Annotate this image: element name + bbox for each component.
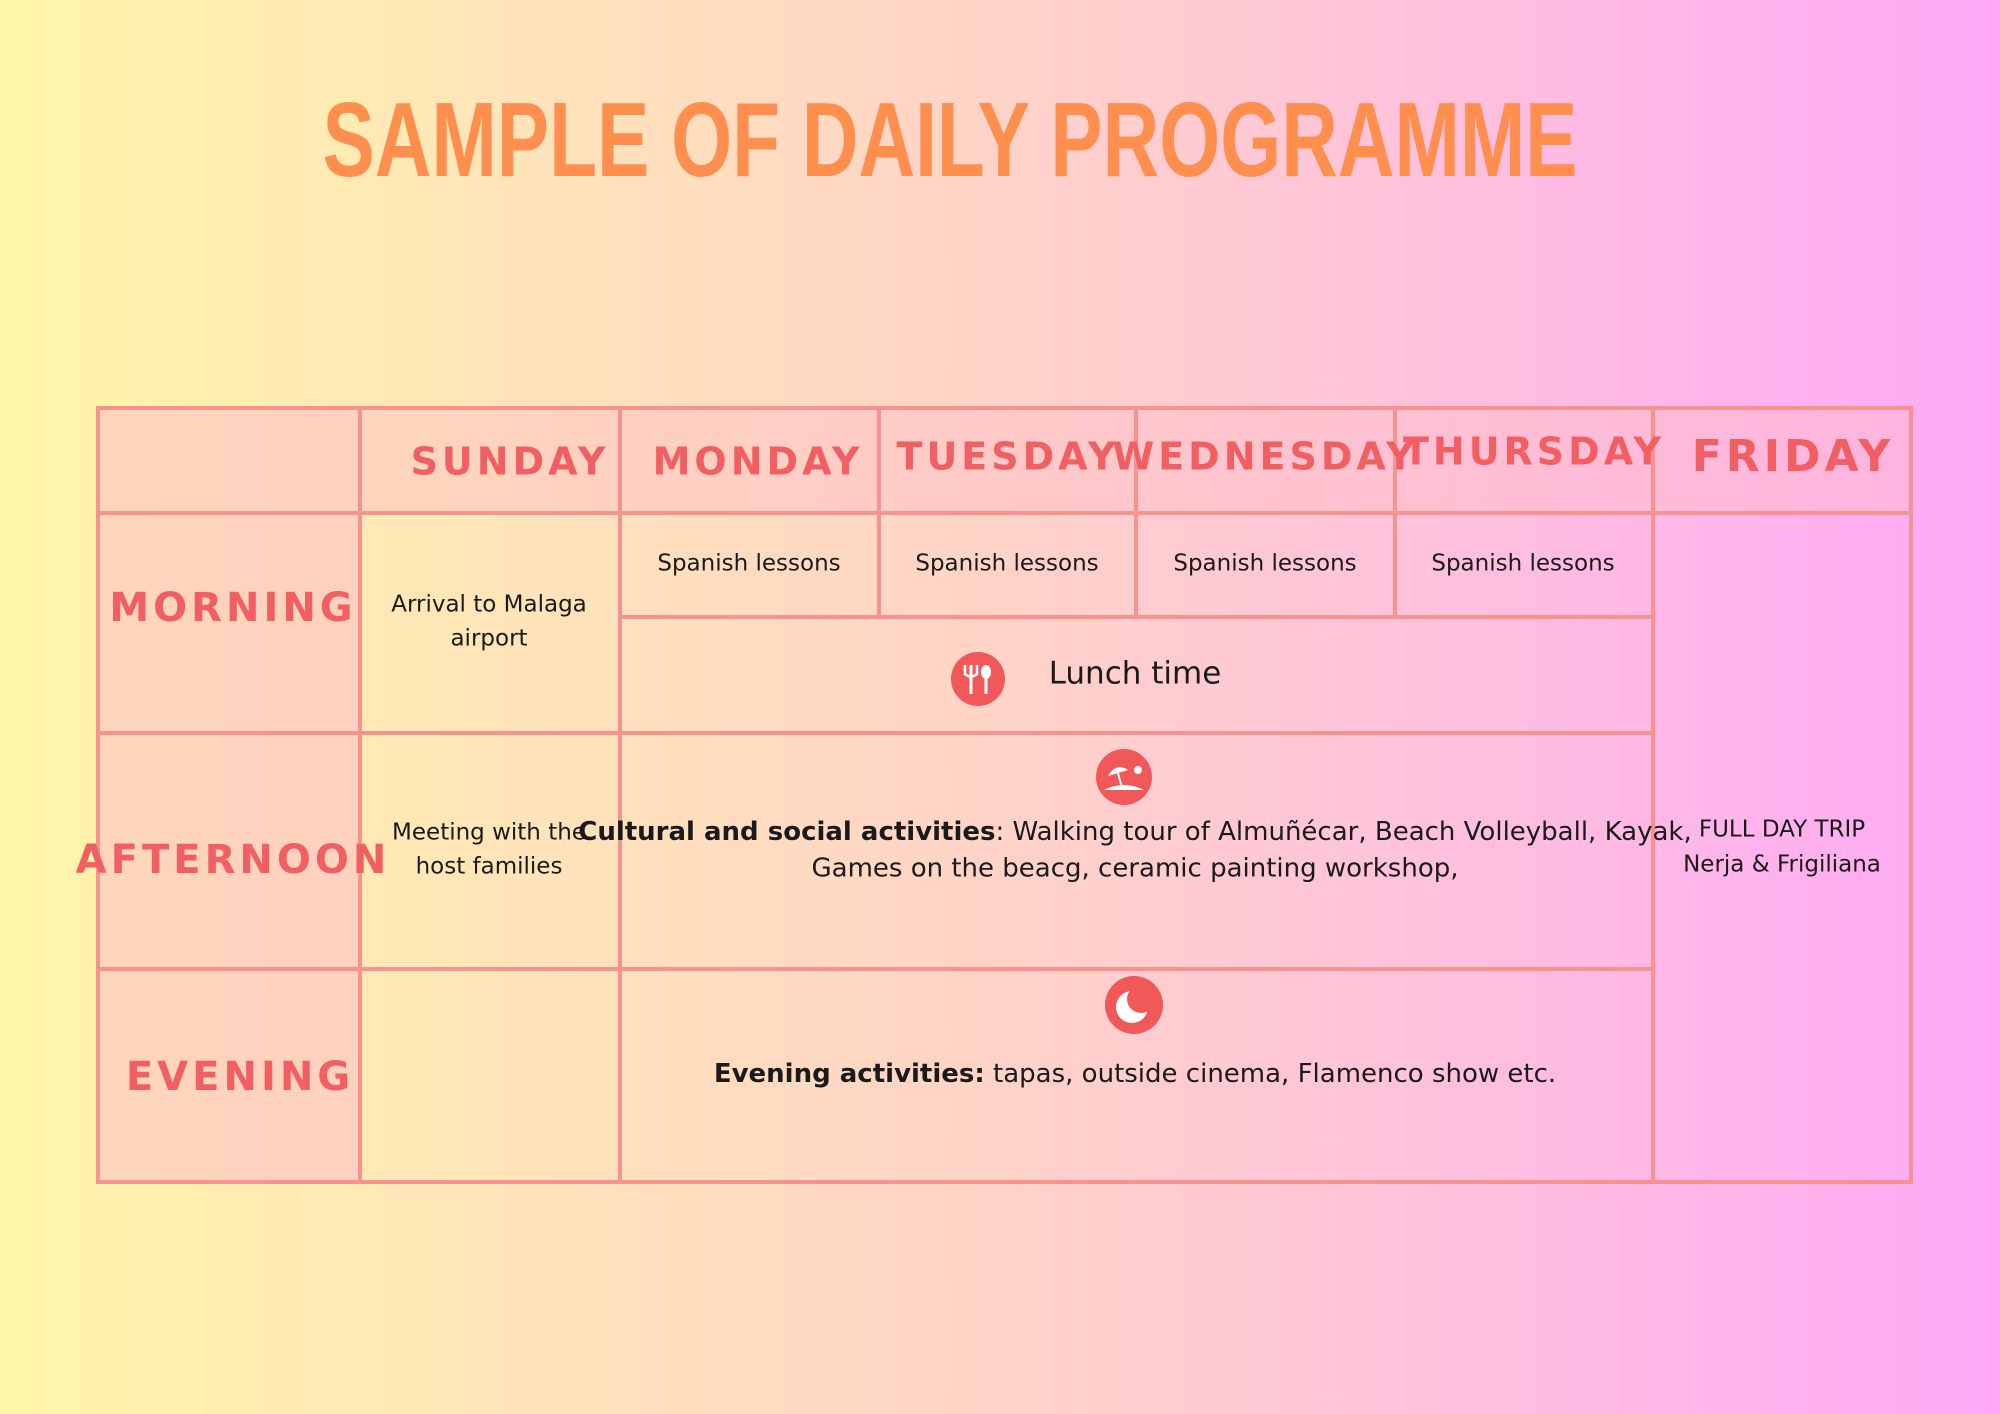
cell-text: Spanish lessons (915, 551, 1098, 577)
label-column (98, 408, 360, 1182)
activity-text: : Walking tour of Almuñécar, Beach Volle… (996, 817, 1692, 847)
lunch-icon (951, 652, 1005, 706)
period-label: AFTERNOON (76, 837, 391, 883)
cell-text: Spanish lessons (657, 551, 840, 577)
cell-text: Nerja & Frigiliana (1683, 852, 1881, 878)
period-label: MORNING (109, 585, 356, 631)
cell-text: Spanish lessons (1173, 551, 1356, 577)
day-header: THURSDAY (1403, 430, 1665, 474)
table-border (96, 406, 1913, 1184)
day-header: MONDAY (653, 440, 864, 484)
cell-text: FULL DAY TRIP (1699, 817, 1865, 843)
moon-icon (1105, 976, 1163, 1034)
table: SUNDAY MONDAY TUESDAY WEDNESDAY THURSDAY… (76, 406, 1913, 1184)
day-header: TUESDAY (897, 435, 1120, 479)
activity-label: Cultural and social activities (578, 817, 995, 847)
day-header: WEDNESDAY (1112, 435, 1417, 479)
cell-text: Arrival to Malaga (391, 592, 587, 618)
cell-text: Evening activities: tapas, outside cinem… (714, 1059, 1556, 1089)
period-label: EVENING (126, 1054, 354, 1100)
cell-text: Spanish lessons (1431, 551, 1614, 577)
cell-text: airport (450, 626, 527, 652)
cell-text: host families (416, 854, 563, 880)
title: SAMPLE OF DAILY PROGRAMME (323, 81, 1578, 199)
beach-icon (1096, 749, 1152, 805)
activity-text: tapas, outside cinema, Flamenco show etc… (985, 1059, 1556, 1089)
cell-text: Cultural and social activities: Walking … (578, 817, 1692, 847)
activity-label: Evening activities: (714, 1059, 985, 1089)
grid-lines (98, 408, 1911, 1182)
cell-text: Lunch time (1049, 656, 1222, 692)
day-header: SUNDAY (411, 440, 610, 484)
day-header: FRIDAY (1692, 431, 1895, 482)
cell-text: Meeting with the (392, 820, 586, 846)
cell-text: Games on the beacg, ceramic painting wor… (811, 854, 1458, 884)
